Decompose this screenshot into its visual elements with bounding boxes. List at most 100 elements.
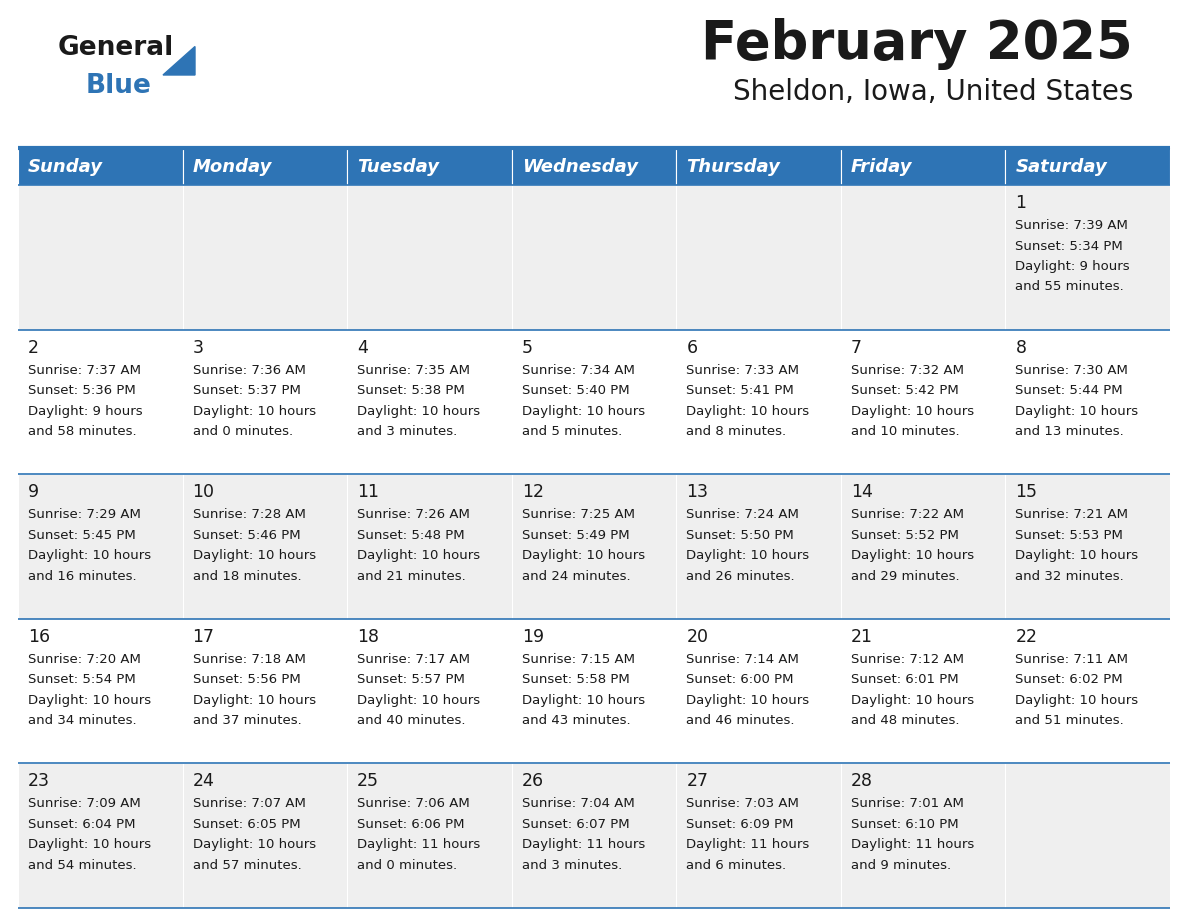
Text: Sunset: 6:06 PM: Sunset: 6:06 PM <box>358 818 465 831</box>
Text: and 8 minutes.: and 8 minutes. <box>687 425 786 438</box>
Bar <box>183 764 347 908</box>
Bar <box>347 185 512 330</box>
Bar <box>512 764 676 908</box>
Text: Sunset: 6:04 PM: Sunset: 6:04 PM <box>29 818 135 831</box>
Text: Sunset: 5:45 PM: Sunset: 5:45 PM <box>29 529 135 542</box>
Bar <box>183 185 347 330</box>
Bar <box>512 185 676 330</box>
Text: Sunset: 5:53 PM: Sunset: 5:53 PM <box>1016 529 1124 542</box>
Text: Sunset: 5:46 PM: Sunset: 5:46 PM <box>192 529 301 542</box>
Text: 26: 26 <box>522 772 544 790</box>
Text: Daylight: 11 hours: Daylight: 11 hours <box>687 838 809 851</box>
Text: and 3 minutes.: and 3 minutes. <box>358 425 457 438</box>
Text: and 32 minutes.: and 32 minutes. <box>1016 570 1124 583</box>
Text: and 58 minutes.: and 58 minutes. <box>29 425 137 438</box>
Text: General: General <box>58 35 175 61</box>
Text: Saturday: Saturday <box>1016 158 1107 175</box>
Text: 28: 28 <box>851 772 873 790</box>
Text: Daylight: 11 hours: Daylight: 11 hours <box>358 838 480 851</box>
Text: and 40 minutes.: and 40 minutes. <box>358 714 466 727</box>
Text: Sunset: 6:00 PM: Sunset: 6:00 PM <box>687 673 794 687</box>
Bar <box>18 330 183 475</box>
Text: Sunset: 5:37 PM: Sunset: 5:37 PM <box>192 384 301 397</box>
Text: Sunrise: 7:14 AM: Sunrise: 7:14 AM <box>687 653 800 666</box>
Bar <box>18 619 183 764</box>
Text: and 46 minutes.: and 46 minutes. <box>687 714 795 727</box>
Bar <box>183 619 347 764</box>
Text: Sunset: 5:56 PM: Sunset: 5:56 PM <box>192 673 301 687</box>
Text: Daylight: 10 hours: Daylight: 10 hours <box>29 838 151 851</box>
Bar <box>347 148 512 185</box>
Text: Sunset: 5:57 PM: Sunset: 5:57 PM <box>358 673 465 687</box>
Text: 12: 12 <box>522 483 544 501</box>
Bar <box>1005 330 1170 475</box>
Text: Sunset: 5:40 PM: Sunset: 5:40 PM <box>522 384 630 397</box>
Text: Sunrise: 7:01 AM: Sunrise: 7:01 AM <box>851 798 963 811</box>
Text: and 9 minutes.: and 9 minutes. <box>851 859 950 872</box>
Text: 18: 18 <box>358 628 379 645</box>
Text: and 29 minutes.: and 29 minutes. <box>851 570 960 583</box>
Bar <box>18 475 183 619</box>
Text: and 18 minutes.: and 18 minutes. <box>192 570 302 583</box>
Text: Daylight: 10 hours: Daylight: 10 hours <box>687 694 809 707</box>
Text: 4: 4 <box>358 339 368 356</box>
Text: Wednesday: Wednesday <box>522 158 638 175</box>
Text: Daylight: 10 hours: Daylight: 10 hours <box>192 405 316 418</box>
Text: Daylight: 9 hours: Daylight: 9 hours <box>29 405 143 418</box>
Bar <box>841 475 1005 619</box>
Bar <box>512 619 676 764</box>
Text: and 24 minutes.: and 24 minutes. <box>522 570 631 583</box>
Text: and 26 minutes.: and 26 minutes. <box>687 570 795 583</box>
Text: Daylight: 10 hours: Daylight: 10 hours <box>1016 549 1138 562</box>
Text: Monday: Monday <box>192 158 272 175</box>
Text: Sunrise: 7:15 AM: Sunrise: 7:15 AM <box>522 653 634 666</box>
Text: Sunset: 5:54 PM: Sunset: 5:54 PM <box>29 673 135 687</box>
Text: Sunrise: 7:39 AM: Sunrise: 7:39 AM <box>1016 219 1129 232</box>
Text: Daylight: 10 hours: Daylight: 10 hours <box>192 549 316 562</box>
Bar <box>676 475 841 619</box>
Text: Sunset: 5:49 PM: Sunset: 5:49 PM <box>522 529 630 542</box>
Text: Sunrise: 7:33 AM: Sunrise: 7:33 AM <box>687 364 800 376</box>
Text: and 0 minutes.: and 0 minutes. <box>358 859 457 872</box>
Text: Sunset: 5:44 PM: Sunset: 5:44 PM <box>1016 384 1123 397</box>
Text: Daylight: 10 hours: Daylight: 10 hours <box>851 549 974 562</box>
Text: Sunrise: 7:09 AM: Sunrise: 7:09 AM <box>29 798 140 811</box>
Text: and 43 minutes.: and 43 minutes. <box>522 714 631 727</box>
Text: and 48 minutes.: and 48 minutes. <box>851 714 960 727</box>
Bar <box>676 185 841 330</box>
Text: and 37 minutes.: and 37 minutes. <box>192 714 302 727</box>
Text: 7: 7 <box>851 339 861 356</box>
Text: and 34 minutes.: and 34 minutes. <box>29 714 137 727</box>
Text: and 3 minutes.: and 3 minutes. <box>522 859 623 872</box>
Text: and 21 minutes.: and 21 minutes. <box>358 570 466 583</box>
Bar <box>1005 619 1170 764</box>
Text: Sunrise: 7:37 AM: Sunrise: 7:37 AM <box>29 364 141 376</box>
Text: Sunset: 5:41 PM: Sunset: 5:41 PM <box>687 384 794 397</box>
Text: Sunset: 5:34 PM: Sunset: 5:34 PM <box>1016 240 1123 252</box>
Text: Daylight: 10 hours: Daylight: 10 hours <box>29 549 151 562</box>
Text: and 54 minutes.: and 54 minutes. <box>29 859 137 872</box>
Text: and 10 minutes.: and 10 minutes. <box>851 425 960 438</box>
Text: Sunrise: 7:17 AM: Sunrise: 7:17 AM <box>358 653 470 666</box>
Text: Sunset: 6:10 PM: Sunset: 6:10 PM <box>851 818 959 831</box>
Text: Daylight: 10 hours: Daylight: 10 hours <box>29 694 151 707</box>
Text: Sunday: Sunday <box>29 158 103 175</box>
Bar <box>676 619 841 764</box>
Text: 14: 14 <box>851 483 873 501</box>
Bar <box>347 330 512 475</box>
Text: Sunrise: 7:25 AM: Sunrise: 7:25 AM <box>522 509 634 521</box>
Text: Sunset: 5:50 PM: Sunset: 5:50 PM <box>687 529 794 542</box>
Text: Sunset: 6:02 PM: Sunset: 6:02 PM <box>1016 673 1123 687</box>
Bar <box>841 330 1005 475</box>
Text: Sunrise: 7:20 AM: Sunrise: 7:20 AM <box>29 653 141 666</box>
Text: 6: 6 <box>687 339 697 356</box>
Text: Sunrise: 7:35 AM: Sunrise: 7:35 AM <box>358 364 470 376</box>
Text: 10: 10 <box>192 483 215 501</box>
Text: February 2025: February 2025 <box>701 18 1133 70</box>
Bar <box>18 185 183 330</box>
Text: Sunrise: 7:21 AM: Sunrise: 7:21 AM <box>1016 509 1129 521</box>
Text: Sunset: 6:01 PM: Sunset: 6:01 PM <box>851 673 959 687</box>
Text: Tuesday: Tuesday <box>358 158 440 175</box>
Bar <box>512 330 676 475</box>
Bar <box>183 475 347 619</box>
